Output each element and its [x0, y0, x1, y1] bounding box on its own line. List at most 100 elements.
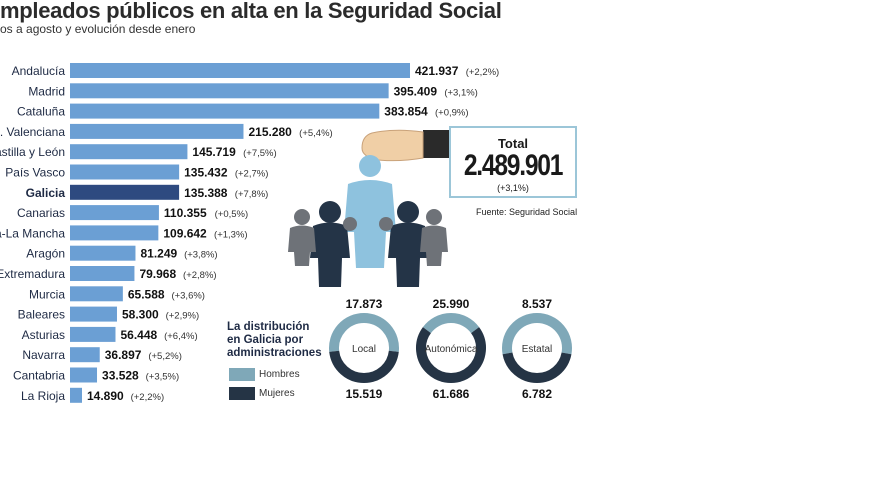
donut-hombres-value: 25.990: [433, 297, 470, 311]
category-label: Extremadura: [0, 267, 65, 281]
donut-auton-mica-mujeres-arc: [416, 327, 486, 383]
bar-andaluc-a: [70, 63, 410, 78]
bar-madrid: [70, 83, 389, 99]
bar-la-rioja: [70, 387, 82, 403]
bar-canarias: [70, 205, 159, 221]
legend-mujeres: Mujeres: [229, 387, 295, 400]
legend-label: Hombres: [259, 369, 300, 380]
value-label: 383.854: [384, 105, 428, 119]
change-label: (+2,9%): [166, 311, 200, 322]
value-label: 79.968: [139, 267, 176, 281]
distribution-title-line: administraciones: [227, 347, 322, 359]
value-label: 65.588: [128, 287, 165, 301]
change-label: (+3,6%): [171, 290, 205, 301]
category-label: Andalucía: [12, 64, 66, 78]
change-label: (+6,4%): [164, 331, 198, 342]
category-label: Navarra: [22, 348, 65, 362]
category-label: Canarias: [17, 206, 65, 220]
legend-swatch-mujeres: [229, 387, 255, 400]
bar-murcia: [70, 286, 123, 302]
sleeve-shape: [423, 130, 451, 158]
change-label: (+3,8%): [184, 250, 218, 261]
bar-c-valenciana: [70, 123, 244, 139]
source-note: Fuente: Seguridad Social: [476, 207, 578, 217]
donut-auton-mica-hombres-arc: [422, 313, 480, 334]
donut-name: Autonómica: [425, 344, 478, 355]
value-label: 110.355: [164, 206, 207, 220]
category-label: Baleares: [18, 308, 65, 322]
donut-name: Estatal: [522, 344, 553, 355]
legend-label: Mujeres: [259, 388, 295, 399]
category-label: Madrid: [28, 84, 65, 98]
bar-extremadura: [70, 266, 135, 281]
value-label: 36.897: [105, 348, 142, 362]
category-label: Cantabria: [13, 369, 65, 383]
donut-estatal-hombres-arc: [502, 313, 572, 355]
category-label: Cataluña: [17, 105, 65, 119]
category-label: Asturias: [22, 328, 65, 342]
donut-mujeres-value: 15.519: [346, 387, 383, 401]
value-label: 56.448: [120, 328, 157, 342]
distribution-title-line: en Galicia por: [227, 334, 304, 346]
value-label: 109.642: [163, 226, 207, 240]
change-label: (+7,5%): [243, 148, 277, 159]
category-label: la-La Mancha: [0, 226, 65, 240]
change-label: (+1,3%): [214, 229, 248, 240]
category-label: País Vasco: [5, 166, 65, 180]
people-illustration: [288, 129, 451, 287]
category-label: La Rioja: [21, 389, 65, 403]
change-label: (+5,4%): [299, 128, 333, 139]
bar-cantabria: [70, 367, 98, 383]
donut-local-mujeres-arc: [329, 350, 399, 383]
donut-name: Local: [352, 344, 376, 355]
chart-title: mpleados públicos en alta en la Segurida…: [0, 0, 502, 23]
donut-hombres-value: 17.873: [346, 297, 383, 311]
distribution-title: La distribución en Galicia por administr…: [227, 321, 322, 360]
donut-local-hombres-arc: [329, 313, 399, 352]
change-label: (+0,5%): [215, 209, 249, 220]
value-label: 215.280: [248, 125, 292, 139]
donut-mujeres-value: 61.686: [433, 387, 470, 401]
value-label: 135.432: [184, 166, 228, 180]
bar-asturias: [70, 326, 116, 342]
value-label: 81.249: [140, 247, 177, 261]
bar-pa-s-vasco: [70, 164, 180, 180]
change-label: (+2,2%): [131, 392, 165, 403]
category-label: Galicia: [26, 186, 66, 200]
value-label: 145.719: [192, 145, 236, 159]
category-label: Murcia: [29, 287, 65, 301]
legend-swatch-hombres: [229, 368, 255, 381]
total-box: Total 2.489.901 (+3,1%): [449, 126, 577, 198]
change-label: (+3,5%): [146, 372, 180, 383]
change-label: (+3,1%): [444, 87, 478, 98]
change-label: (+5,2%): [148, 351, 182, 362]
total-label: Total: [497, 136, 529, 151]
bar-galicia: [70, 184, 180, 200]
value-label: 395.409: [394, 84, 438, 98]
value-label: 58.300: [122, 308, 159, 322]
donut-estatal-mujeres-arc: [502, 352, 572, 383]
value-label: 135.388: [184, 186, 228, 200]
value-label: 14.890: [87, 389, 124, 403]
bar-catalu-a: [70, 103, 380, 119]
change-label: (+2,2%): [466, 67, 500, 78]
legend-hombres: Hombres: [229, 368, 300, 381]
donut-hombres-value: 8.537: [522, 297, 552, 311]
chart-subtitle: os a agosto y evolución desde enero: [0, 22, 196, 36]
bar-castilla-y-le-n: [70, 144, 188, 160]
value-label: 33.528: [102, 369, 139, 383]
change-label: (+0,9%): [435, 108, 469, 119]
value-label: 421.937: [415, 64, 459, 78]
category-label: C. Valenciana: [0, 125, 65, 139]
total-value: 2.489.901: [463, 149, 564, 182]
bar-baleares: [70, 306, 117, 322]
distribution-title-line: La distribución: [227, 321, 310, 333]
bar-navarra: [70, 347, 100, 363]
total-change: (+3,1%): [497, 183, 529, 193]
donut-mujeres-value: 6.782: [522, 387, 552, 401]
change-label: (+2,8%): [183, 270, 217, 281]
category-label: astilla y León: [0, 145, 65, 159]
bar-castilla-la-mancha: [70, 225, 159, 241]
change-label: (+2,7%): [235, 169, 269, 180]
